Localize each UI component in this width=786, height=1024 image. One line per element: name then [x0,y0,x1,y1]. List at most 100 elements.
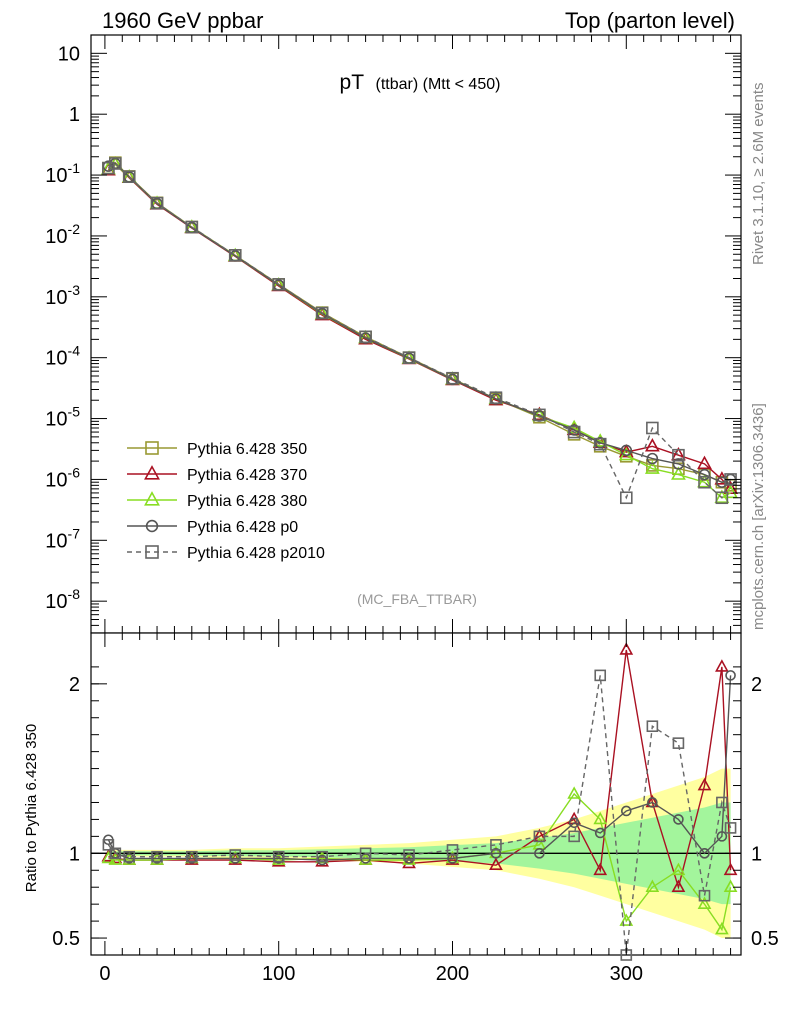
main-point-s3-15 [620,444,633,457]
ratio-xtick-label-0: 0 [99,963,110,985]
ratio-point-s3-1 [109,847,122,860]
ratio-series-line-3 [107,675,732,956]
main-point-s4-9 [402,351,416,364]
main-ytick-label-3: 10-2 [45,221,80,248]
main-point-s4-19 [715,491,729,505]
main-ytick-label-2: 10-1 [45,160,80,187]
main-point-s4-3 [150,196,164,210]
ratio-point-s3-16 [646,720,659,733]
ratio-point-s3-18 [698,889,711,902]
ratio-point-s3-19 [716,796,728,809]
ratio-ytick-label-right-0: 0.5 [751,928,779,950]
main-point-s4-15 [619,491,633,505]
ratio-ytick-label-left-0: 0.5 [52,928,80,950]
ratio-xtick-label-1: 100 [262,963,295,985]
ratio-point-s0-6 [271,854,286,867]
main-plot-data [100,156,738,505]
main-ytick-label-1: 1 [69,104,80,126]
ratio-point-s2-13 [568,817,580,829]
ratio-xtick-label-3: 300 [610,963,643,985]
ratio-point-s2-19 [716,831,728,842]
main-ytick-label-5: 10-4 [45,343,80,370]
main-point-s4-18 [698,475,711,489]
ratio-point-s3-14 [594,669,607,682]
main-plot-border [90,34,742,634]
ratio-point-s3-12 [533,830,546,843]
reference-label: (MC_FBA_TTBAR) [357,591,477,607]
ratio-point-s0-17 [671,879,686,893]
legend-marker-3 [145,519,159,533]
ratio-point-s2-18 [699,848,710,859]
main-ytick-label-9: 10-8 [45,586,80,613]
main-point-s1-16 [644,438,660,452]
ratio-point-s3-2 [123,850,136,863]
ratio-point-s0-18 [697,777,712,791]
ratio-xtick-label-2: 200 [436,963,469,985]
ratio-point-s3-3 [151,850,163,863]
ratio-point-s2-14 [594,827,606,839]
main-series-line-4 [107,162,732,500]
rivet-version-text: Rivet 3.1.10, ≥ 2.6M events [750,83,767,266]
ratio-point-s3-11 [490,839,502,851]
plot-title-sub: (ttbar) (Mtt < 450) [376,76,501,93]
main-ytick-label-4: 10-3 [45,282,80,309]
main-ytick-label-7: 10-6 [45,464,80,491]
ratio-point-s3-5 [229,849,242,861]
main-series-line-3 [108,162,731,483]
main-point-s1-18 [697,455,712,470]
ratio-point-s3-20 [724,822,737,834]
legend-label-2: Pythia 6.428 380 [187,493,307,510]
main-point-s3-16 [646,452,659,465]
ratio-ylabel: Ratio to Pythia 6.428 350 [23,724,40,892]
legend-marker-2 [144,491,160,506]
main-ytick-label-0: 10 [58,43,80,65]
main-point-s2-18 [697,473,712,488]
main-point-s3-17 [672,458,685,470]
main-point-s4-7 [315,306,329,320]
ratio-point-s0-20 [723,862,738,876]
main-point-s4-13 [567,425,581,439]
ratio-point-s3-17 [672,737,685,749]
main-point-s2-16 [644,460,660,474]
main-point-s4-17 [672,448,685,462]
ratio-point-s2-12 [534,848,545,859]
ratio-point-s2-20 [725,670,736,681]
main-ytick-label-6: 10-5 [45,404,80,431]
ratio-point-s3-10 [446,844,459,856]
ratio-point-s1-17 [671,862,686,876]
legend-marker-4 [145,545,159,559]
main-point-s4-0 [102,161,115,175]
legend-label-3: Pythia 6.428 p0 [187,519,298,536]
ratio-point-s3-9 [403,849,415,861]
legend: Pythia 6.428 350 Pythia 6.428 370 Pythia 6… [127,441,325,562]
ratio-point-s0-19 [715,659,729,672]
ratio-point-s3-4 [186,850,198,863]
legend-label-1: Pythia 6.428 370 [187,467,307,484]
ratio-point-s3-6 [272,850,285,863]
ratio-point-s1-19 [715,921,729,935]
main-point-s4-4 [185,220,199,234]
ratio-point-s3-8 [359,847,372,860]
ratio-point-s2-17 [673,814,684,825]
ratio-point-s1-20 [723,879,738,893]
main-point-s4-1 [109,157,122,170]
plot-title-main: pT [340,71,365,94]
main-ytick-label-8: 10-7 [45,525,80,552]
ratio-point-s1-16 [645,879,660,893]
plot-title: pT (ttbar) (Mtt < 450) [340,71,501,94]
ratio-ytick-label-right-2: 2 [751,674,762,696]
main-point-s4-14 [593,437,607,451]
ratio-point-s2-15 [620,805,632,817]
ratio-point-s0-14 [593,862,608,876]
ratio-point-s0-15 [619,642,634,655]
ratio-point-s1-14 [593,811,608,825]
main-point-s4-6 [272,278,286,291]
header-left: 1960 GeV ppbar [102,8,263,33]
main-point-s4-12 [533,408,546,422]
ratio-point-s3-7 [316,850,328,863]
header-right: Top (parton level) [565,8,735,33]
main-plot-axes: 10 1 10-1 10-2 10-3 10-4 10-5 10-6 10-7 10-8 [45,34,741,634]
ratio-point-s1-13 [567,786,582,799]
ratio-ytick-label-left-2: 2 [69,674,80,696]
mcplots-reference-text: mcplots.cern.ch [arXiv:1306.3436] [750,403,767,630]
